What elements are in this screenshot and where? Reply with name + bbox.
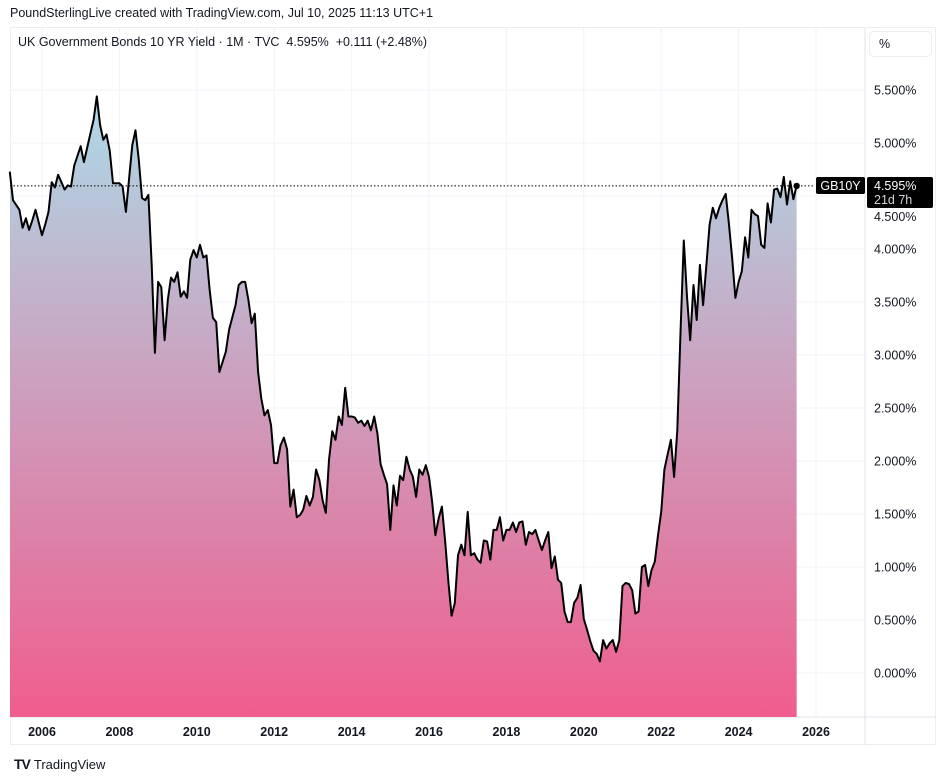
y-tick-label: 1.500% [874,508,916,522]
x-tick-label: 2016 [415,725,443,739]
y-tick-label: 3.500% [874,296,916,310]
x-tick-label: 2012 [260,725,288,739]
y-tick-label: 5.000% [874,137,916,151]
x-tick-label: 2008 [105,725,133,739]
brand-name: TradingView [33,756,106,772]
last-price-dot [793,182,800,190]
y-tick-label: 4.000% [874,243,916,257]
x-tick-label: 2020 [570,725,598,739]
y-tick-label: 4.500% [874,210,916,224]
x-tick-label: 2006 [28,725,56,739]
y-tick-label: 2.000% [874,455,916,469]
y-tick-label: 2.500% [874,402,916,416]
y-tick-label: 1.000% [874,561,916,575]
x-tick-label: 2022 [647,725,675,739]
price-label: GB10Y 4.595% 21d 7h [816,177,933,208]
symbol-label: GB10Y [820,179,861,193]
ticks: 2006 2008 2010 2012 2014 2016 2018 2020 2022 2024… [28,84,916,740]
chart-credit: PoundSterlingLive created with TradingVi… [10,6,434,20]
area-fill [9,96,797,717]
x-tick-label: 2026 [802,725,830,739]
x-tick-label: 2010 [183,725,211,739]
unit-button[interactable]: % [869,31,932,57]
y-tick-label: 5.500% [874,84,916,98]
y-tick-label: 0.000% [874,667,916,681]
price-value: 4.595% [874,179,916,193]
price-box-bg [867,177,933,208]
symbol-label-bg [816,177,865,194]
bar-countdown: 21d 7h [874,193,912,207]
footer: TV TradingView [14,756,105,772]
x-tick-label: 2024 [725,725,753,739]
tradingview-logo-icon: TV [14,756,31,772]
y-tick-label: 3.000% [874,349,916,363]
y-tick-label: 0.500% [874,614,916,628]
x-tick-label: 2018 [492,725,520,739]
series-line [8,95,798,663]
series-legend: UK Government Bonds 10 YR Yield · 1M · T… [18,35,428,49]
x-tick-label: 2014 [338,725,366,739]
